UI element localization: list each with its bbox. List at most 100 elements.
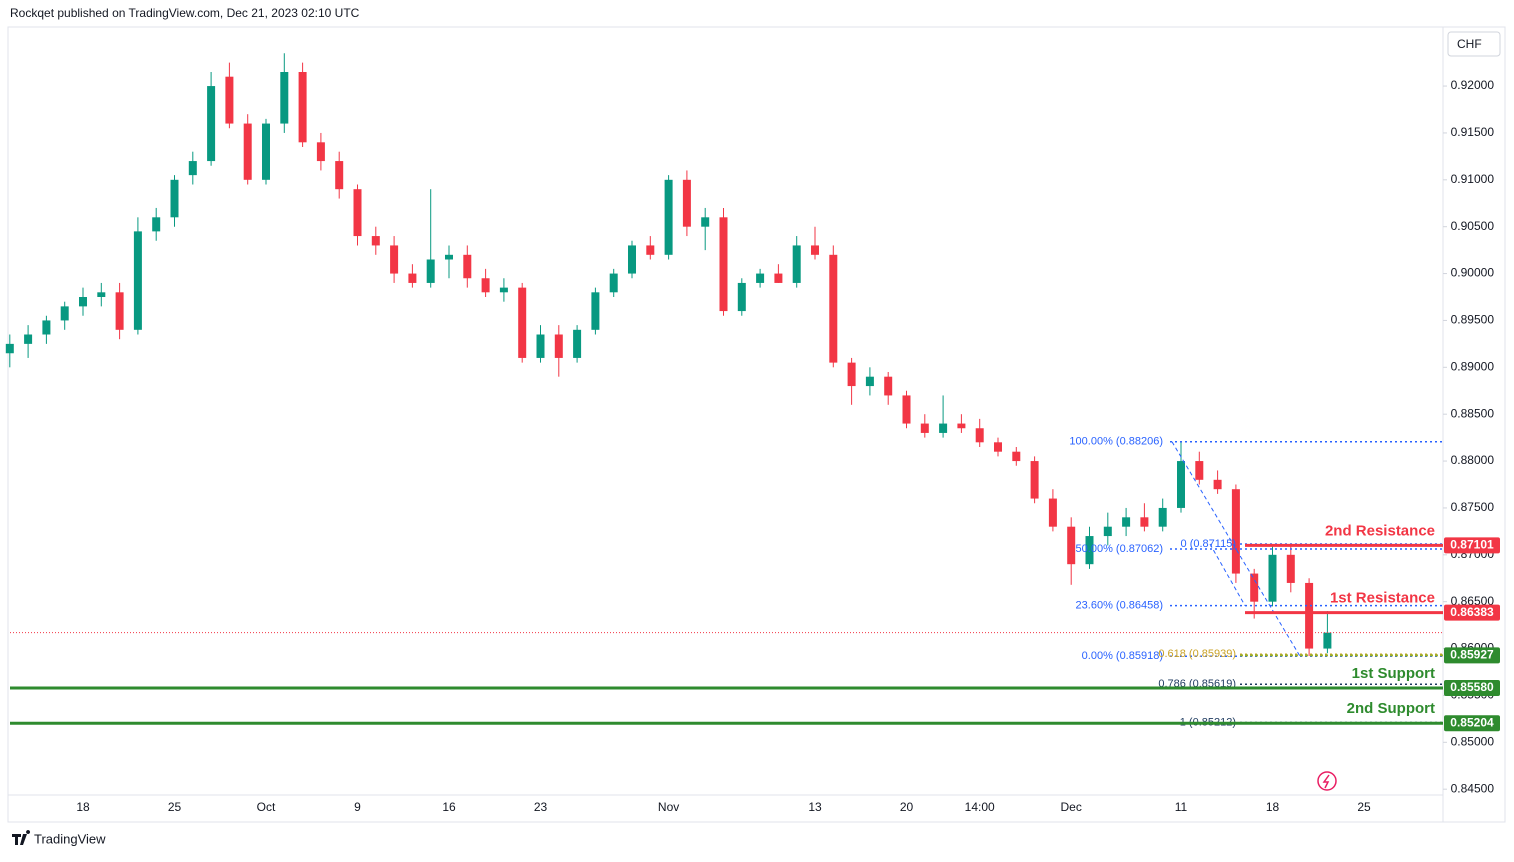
x-tick-label: 16	[442, 800, 456, 814]
candle-body	[353, 189, 362, 237]
candle-body	[390, 245, 399, 274]
x-tick-label: 9	[354, 800, 361, 814]
candle-body	[24, 334, 33, 344]
candle-body	[60, 306, 69, 321]
x-tick-label: 18	[76, 800, 90, 814]
candle-body	[481, 278, 490, 293]
currency[interactable]: CHF	[1457, 37, 1482, 51]
candle-body	[1231, 489, 1240, 574]
y-tick-label: 0.92000	[1451, 78, 1495, 92]
candle-body	[1122, 517, 1131, 527]
level-name: 2nd Resistance	[1325, 522, 1435, 539]
candle-body	[262, 123, 270, 180]
fib-trend	[1209, 543, 1246, 606]
candle-body	[829, 254, 838, 363]
y-tick-label: 0.89500	[1451, 313, 1495, 327]
candle-body	[499, 287, 508, 293]
candle-body	[774, 273, 783, 283]
candle-body	[1195, 461, 1204, 480]
candle-body	[737, 282, 746, 312]
candle-body	[1213, 479, 1222, 490]
candle-body	[1140, 517, 1149, 527]
candle-body	[1286, 554, 1295, 583]
candle-body	[1305, 582, 1314, 649]
candle-body	[79, 297, 87, 307]
candle-body	[920, 423, 929, 433]
x-tick-label: Nov	[658, 800, 679, 814]
y-tick-label: 0.89000	[1451, 359, 1495, 373]
candle-body	[518, 287, 527, 358]
price-tag-label: 0.85927	[1450, 648, 1494, 662]
x-tick-label: 25	[1357, 800, 1371, 814]
candle-body	[445, 254, 453, 260]
price-tag-label: 0.87101	[1450, 538, 1494, 552]
candle-body	[133, 231, 142, 330]
level-name: 2nd Support	[1347, 700, 1435, 717]
candle-body	[207, 86, 216, 162]
candle-body	[554, 334, 563, 358]
candle-body	[957, 423, 966, 429]
candle-body	[792, 245, 801, 283]
candle-body	[225, 76, 234, 124]
x-tick-label: Oct	[257, 800, 276, 814]
price-tag-label: 0.85580	[1450, 680, 1494, 694]
candle-body	[408, 273, 417, 283]
candle-body	[1012, 451, 1021, 462]
candle-body	[463, 254, 472, 279]
footer-brand: TradingView	[34, 831, 106, 846]
candle-body	[811, 245, 819, 255]
x-tick-label: 20	[900, 800, 914, 814]
y-tick-label: 0.90500	[1451, 219, 1495, 233]
fib-label: 50.00% (0.87062)	[1076, 543, 1163, 555]
candle-body	[591, 292, 600, 330]
fib-label: 23.60% (0.86458)	[1076, 600, 1163, 612]
y-tick-label: 0.91500	[1451, 125, 1495, 139]
candle-body	[975, 428, 984, 443]
level-name: 1st Resistance	[1330, 590, 1435, 607]
price-tag-label: 0.85204	[1450, 715, 1494, 729]
candle-body	[884, 376, 893, 396]
event-icon[interactable]	[1317, 771, 1337, 791]
candle-body	[170, 179, 179, 218]
logo	[12, 830, 31, 845]
candle-body	[756, 273, 765, 283]
candle-body	[1067, 526, 1076, 565]
candle-body	[188, 161, 197, 176]
y-tick-label: 0.88000	[1451, 453, 1495, 467]
candle-body	[1323, 632, 1332, 649]
candle-body	[1250, 573, 1259, 602]
candle-body	[664, 179, 673, 255]
candle-body	[152, 217, 161, 232]
x-tick-label: 13	[808, 800, 822, 814]
candle-body	[5, 343, 14, 354]
x-tick-label: 11	[1175, 800, 1188, 814]
x-tick-label: 25	[168, 800, 182, 814]
level-name: 1st Support	[1352, 665, 1435, 682]
candle-body	[573, 329, 582, 358]
x-tick-label: 18	[1266, 800, 1280, 814]
candle-body	[646, 245, 655, 255]
candle-body	[865, 376, 874, 387]
candle-body	[682, 179, 691, 227]
price-tag	[1444, 679, 1500, 696]
price-tag	[1444, 604, 1500, 621]
candle-body	[994, 442, 1002, 452]
price-tag	[1444, 537, 1500, 554]
candle-body	[719, 217, 728, 312]
candle-body	[939, 423, 948, 433]
fib-label: 0 (0.87115)	[1181, 538, 1236, 550]
price-tag-label: 0.86383	[1450, 605, 1494, 619]
candle-body	[1177, 461, 1185, 508]
x-tick-label: Dec	[1061, 800, 1082, 814]
currency-box[interactable]	[1447, 31, 1501, 57]
price-tag	[1444, 647, 1500, 664]
candle-body	[536, 334, 545, 358]
candle-body	[1085, 536, 1094, 565]
fib-label: 100.00% (0.88206)	[1069, 436, 1163, 448]
candle-body	[426, 259, 435, 283]
y-tick-label: 0.87500	[1451, 500, 1495, 514]
frame	[7, 26, 1506, 823]
y-tick-label: 0.90000	[1451, 266, 1495, 280]
